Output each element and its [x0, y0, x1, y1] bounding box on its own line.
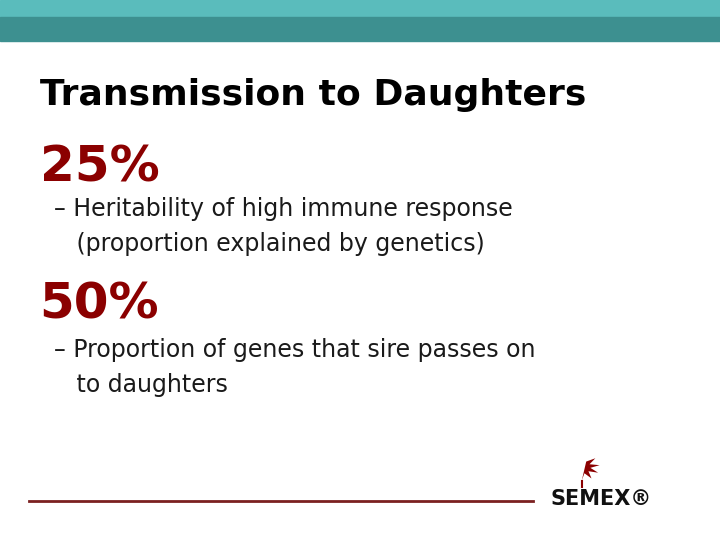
Bar [0, 0, 720, 17]
Text: to daughters: to daughters [54, 373, 228, 396]
Text: SEMEX®: SEMEX® [551, 489, 652, 509]
Text: – Heritability of high immune response: – Heritability of high immune response [54, 197, 513, 221]
PathPatch shape [582, 458, 600, 481]
Text: (proportion explained by genetics): (proportion explained by genetics) [54, 232, 485, 256]
Bar [0, 17, 720, 40]
Text: 50%: 50% [40, 281, 159, 329]
Text: – Proportion of genes that sire passes on: – Proportion of genes that sire passes o… [54, 338, 536, 361]
Text: 25%: 25% [40, 143, 159, 191]
Text: Transmission to Daughters: Transmission to Daughters [40, 78, 586, 112]
